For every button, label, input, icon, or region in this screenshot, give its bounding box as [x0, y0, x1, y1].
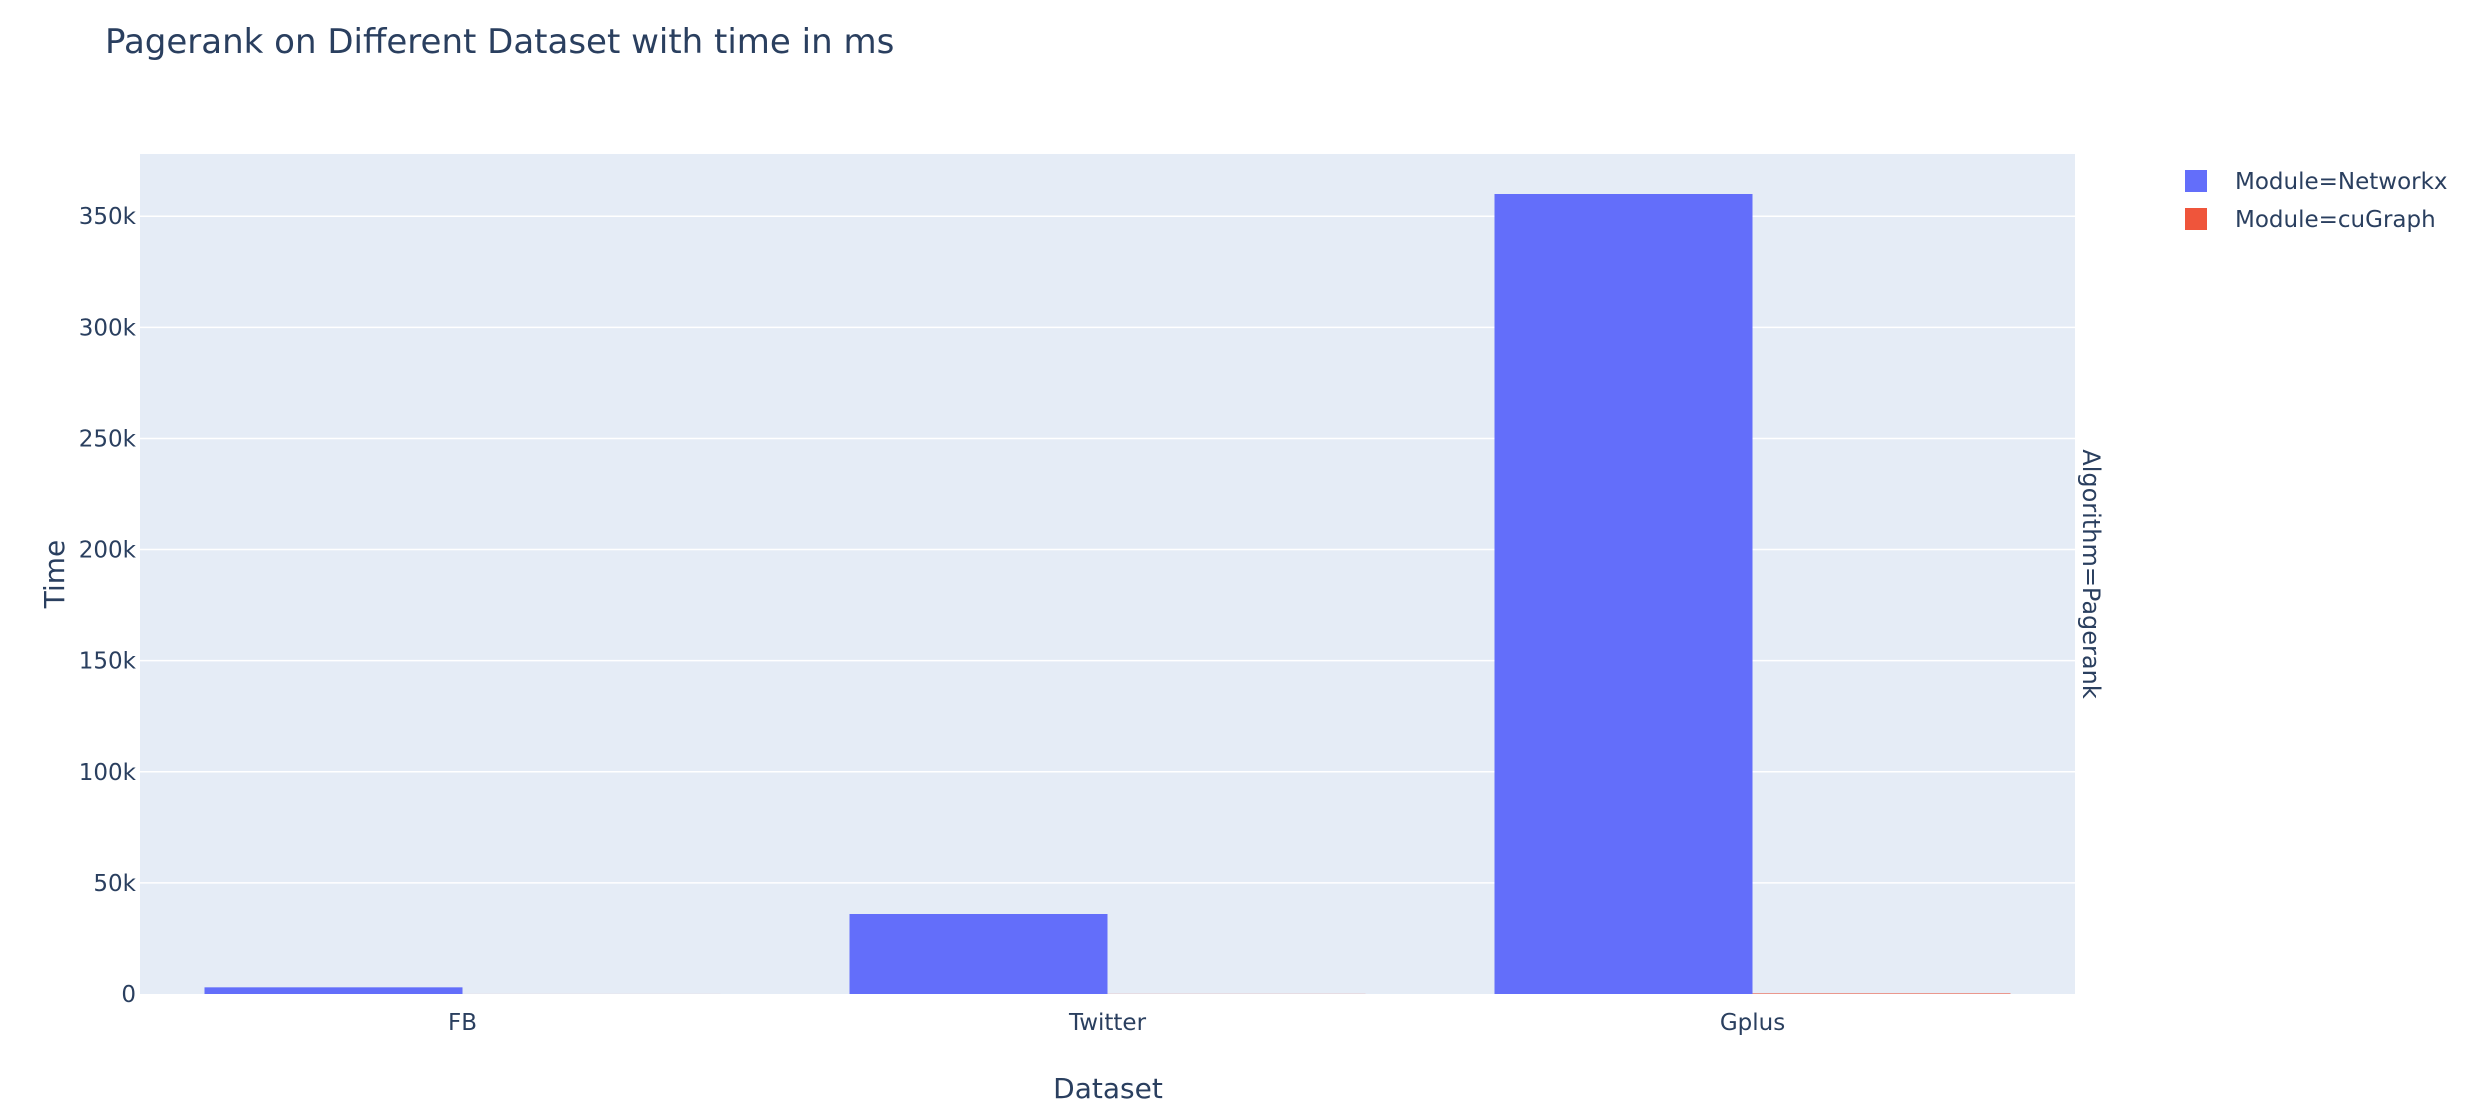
- chart-title: Pagerank on Different Dataset with time …: [105, 22, 894, 62]
- x-axis-title: Dataset: [1053, 1072, 1163, 1105]
- gridlines: [140, 215, 2075, 884]
- legend-swatch[interactable]: [2185, 170, 2207, 192]
- y-tick-label: 100k: [79, 760, 137, 786]
- y-tick-label: 250k: [79, 426, 137, 452]
- y-tick-label: 150k: [79, 649, 137, 675]
- bar-gplus-cugraph[interactable]: [1752, 993, 2011, 994]
- x-tick-label: Twitter: [1068, 1010, 1147, 1036]
- y-tick-label: 50k: [93, 871, 136, 897]
- legend: Module=Networkx Module=cuGraph: [2185, 169, 2448, 233]
- bar-fb-networkx[interactable]: [204, 987, 463, 994]
- y-tick-label: 300k: [79, 315, 137, 341]
- y-tick-label: 200k: [79, 538, 137, 564]
- x-tick-label: Gplus: [1720, 1010, 1785, 1036]
- bar-gplus-networkx[interactable]: [1494, 194, 1753, 994]
- plot-area: [140, 154, 2075, 994]
- legend-item-label[interactable]: Module=Networkx: [2235, 169, 2448, 195]
- legend-item-label[interactable]: Module=cuGraph: [2235, 207, 2436, 233]
- y-axis-title: Time: [38, 540, 71, 610]
- y-axis-ticks: 0 50k 100k 150k 200k 250k 300k 350k: [79, 204, 137, 1008]
- bar-twitter-networkx[interactable]: [849, 914, 1108, 994]
- y-tick-label: 350k: [79, 204, 137, 230]
- legend-swatch[interactable]: [2185, 208, 2207, 230]
- y-tick-label: 0: [121, 982, 136, 1008]
- bars: [204, 194, 2011, 994]
- facet-label: Algorithm=Pagerank: [2077, 449, 2105, 699]
- x-axis-ticks: FB Twitter Gplus: [448, 1010, 1785, 1036]
- x-tick-label: FB: [448, 1010, 477, 1036]
